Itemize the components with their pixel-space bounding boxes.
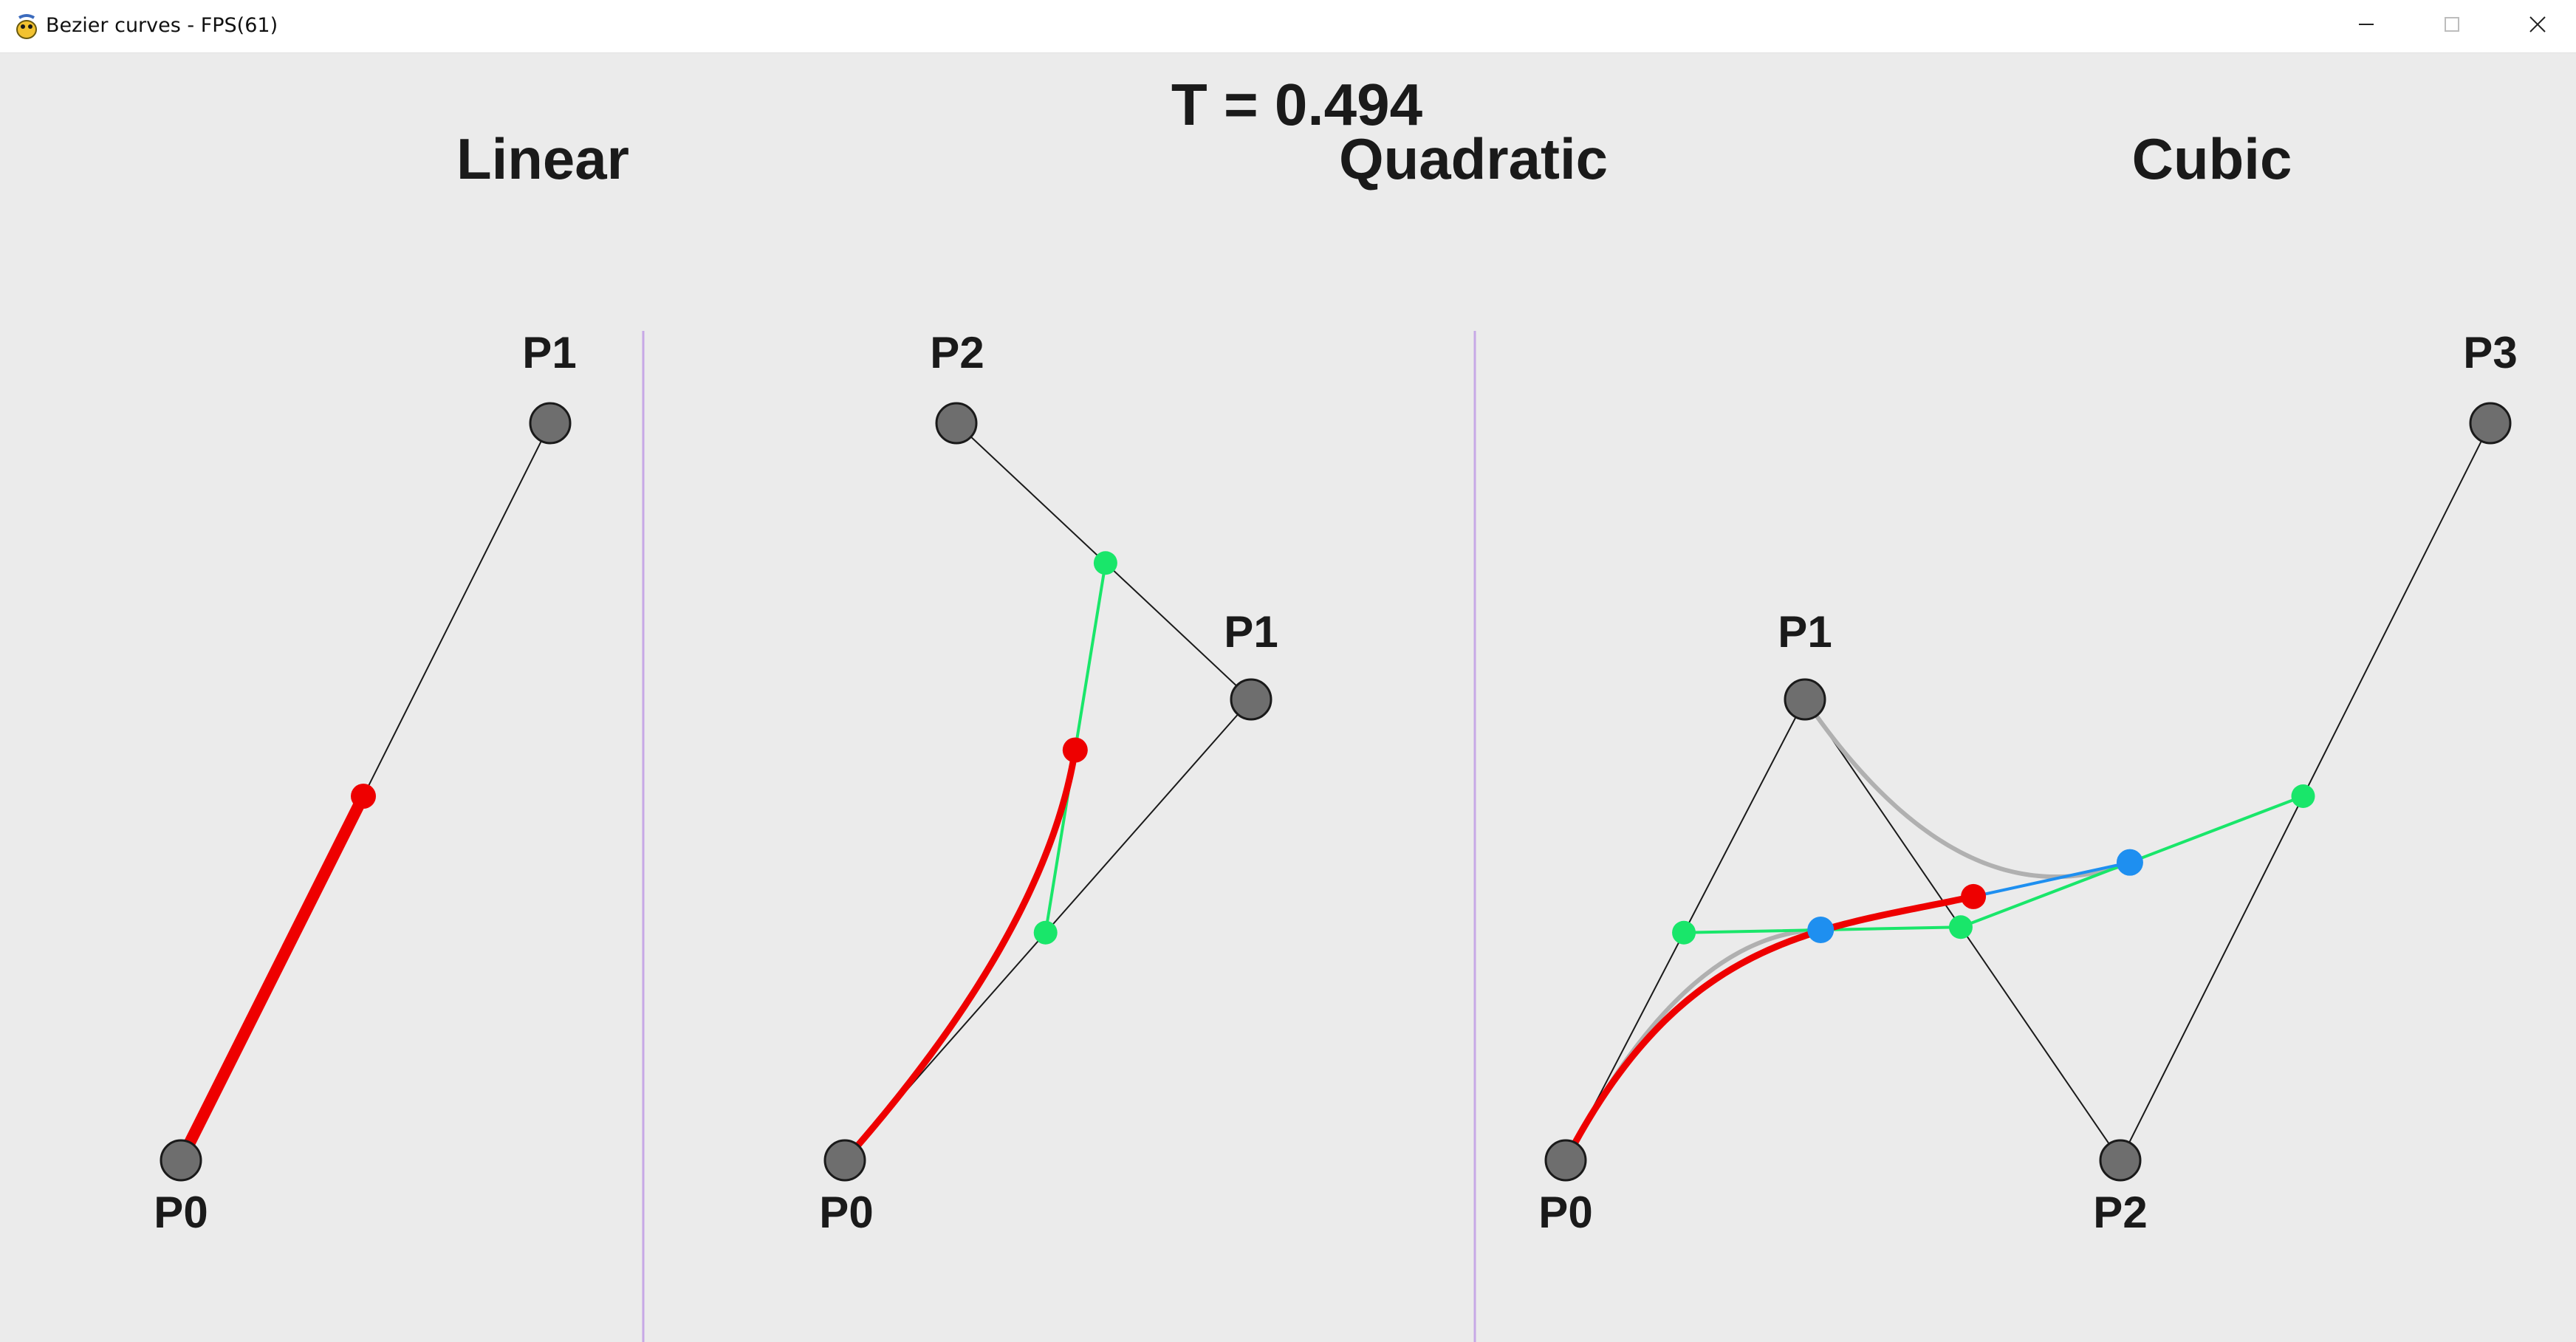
cubic-control-point-p3	[2469, 402, 2512, 445]
maximize-button[interactable]	[2409, 0, 2495, 49]
close-button[interactable]	[2495, 0, 2576, 49]
pygame-snake-icon	[16, 14, 37, 39]
quadratic-panel	[823, 402, 1272, 1182]
cubic-blue-point-0	[1807, 917, 1835, 944]
cubic-label-p1: P1	[1778, 607, 1832, 657]
panel-title-cubic: Cubic	[2132, 126, 2292, 191]
cubic-label-p0: P0	[1538, 1188, 1592, 1237]
panel-title-linear: Linear	[456, 126, 629, 191]
cubic-green-point-2	[2291, 784, 2315, 808]
cubic-control-point-p1	[1784, 678, 1826, 721]
t-value-label: T = 0.494	[1171, 72, 1423, 137]
quadratic-control-point-p0	[823, 1139, 866, 1182]
cubic-green-point-1	[1948, 915, 1973, 939]
linear-label-p1: P1	[522, 328, 576, 377]
close-icon	[2529, 16, 2546, 32]
cubic-curve	[1562, 893, 1977, 1164]
quadratic-label-p2: P2	[930, 328, 984, 377]
quadratic-green-point-a	[1033, 920, 1058, 945]
linear-panel	[160, 402, 572, 1182]
bezier-canvas: T = 0.494 Linear Quadratic Cubic P0 P1 P…	[154, 72, 2518, 1342]
maximize-icon	[2445, 17, 2459, 32]
window-title: Bezier curves - FPS(61)	[46, 14, 278, 37]
cubic-panel	[1544, 402, 2512, 1182]
cubic-control-point-p0	[1544, 1139, 1587, 1182]
linear-control-point-p1	[529, 402, 572, 445]
panel-title-quadratic: Quadratic	[1339, 126, 1608, 191]
linear-current-point	[351, 783, 376, 809]
title-bar: Bezier curves - FPS(61)	[0, 0, 2576, 53]
quadratic-control-point-p1	[1230, 678, 1272, 721]
cubic-control-polygon	[1565, 422, 2491, 1161]
cubic-current-point	[1961, 883, 1987, 909]
quadratic-control-polygon	[844, 422, 1252, 1161]
linear-label-p0: P0	[154, 1188, 208, 1237]
cubic-trace-q0	[1563, 928, 1823, 1163]
quadratic-current-point	[1062, 737, 1088, 763]
linear-control-point-p0	[160, 1139, 202, 1182]
linear-curve	[175, 790, 369, 1166]
quadratic-green-point-b	[1093, 551, 1117, 575]
cubic-label-p3: P3	[2463, 328, 2517, 377]
minimize-icon	[2359, 24, 2374, 25]
quadratic-curve	[841, 746, 1079, 1164]
cubic-trace-q1	[1803, 697, 2132, 880]
minimize-button[interactable]	[2323, 0, 2409, 49]
cubic-label-p2: P2	[2093, 1188, 2147, 1237]
cubic-green-point-0	[1672, 920, 1696, 945]
quadratic-label-p1: P1	[1224, 607, 1278, 657]
cubic-control-point-p2	[2099, 1139, 2142, 1182]
quadratic-control-point-p2	[935, 402, 978, 445]
quadratic-label-p0: P0	[819, 1188, 873, 1237]
cubic-blue-point-1	[2116, 849, 2143, 876]
